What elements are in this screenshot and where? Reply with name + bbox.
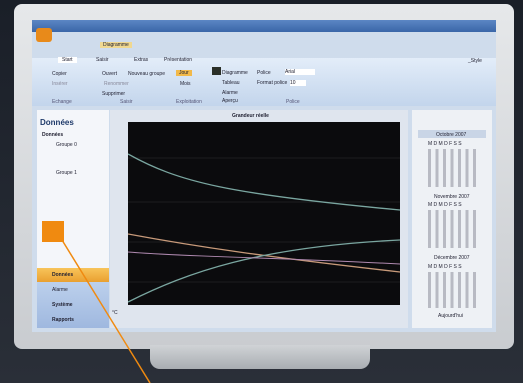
ribbon-button[interactable]: Nouveau groupe <box>128 71 165 77</box>
ribbon-button[interactable]: Renommer <box>104 81 129 87</box>
calendar-header <box>418 130 486 138</box>
plot-lines <box>128 153 400 303</box>
callout-square <box>42 221 64 242</box>
nav-button[interactable]: Système <box>52 302 73 308</box>
ribbon-button[interactable]: Tableau <box>222 80 240 86</box>
ribbon-button[interactable]: Alarme <box>222 90 238 96</box>
ribbon-button[interactable]: Format police <box>257 80 288 86</box>
calendar-weekdays: M D M D F S S <box>428 141 462 147</box>
ribbon-button[interactable]: Ouvert <box>102 71 118 77</box>
nav-button[interactable]: Données <box>52 272 74 278</box>
window-tab[interactable]: Diagramme <box>100 42 132 48</box>
size-field[interactable]: 10 <box>290 80 306 86</box>
ribbon-button[interactable]: Insérer <box>52 81 68 87</box>
style-menu[interactable]: _Style <box>468 58 482 64</box>
title-bar <box>32 20 496 32</box>
calendar-weekdays: M D M D F S S <box>428 202 462 208</box>
calendar-days <box>428 272 480 308</box>
curve <box>128 233 400 273</box>
curve <box>128 239 400 303</box>
monitor-stand <box>150 345 370 369</box>
curve <box>128 251 400 265</box>
plot-area <box>128 122 400 305</box>
chart-icon <box>212 67 221 75</box>
app-icon <box>36 28 52 42</box>
ribbon-button[interactable]: Police <box>257 70 271 76</box>
ribbon-tab[interactable]: Extras <box>134 57 149 63</box>
nav-active <box>37 268 109 282</box>
ribbon-tab[interactable]: Start <box>58 57 77 63</box>
plot-unit: °C <box>112 310 118 316</box>
nav-button[interactable]: Alarme <box>52 287 68 293</box>
calendar-month: Décembre 2007 <box>434 255 470 261</box>
tree-title: Données <box>42 132 64 138</box>
sidebar-title: Données <box>40 118 74 127</box>
ribbon-button[interactable]: Supprimer <box>102 91 126 97</box>
calendar-weekdays: M D M D F S S <box>428 264 462 270</box>
calendar-days <box>428 210 480 248</box>
calendar-panel <box>412 110 492 328</box>
today-button[interactable]: Aujourd'hui <box>438 313 463 319</box>
ribbon-button[interactable]: Mois <box>180 81 191 87</box>
calendar-days <box>428 149 480 187</box>
tree-group[interactable]: Groupe 1 <box>56 170 77 176</box>
calendar-month: Octobre 2007 <box>436 132 467 138</box>
ribbon-button[interactable]: Jour <box>176 70 192 76</box>
ribbon-button[interactable]: Diagramme <box>222 70 248 76</box>
ribbon-group: Police <box>286 99 300 105</box>
calendar-month: Novembre 2007 <box>434 194 470 200</box>
ribbon-button[interactable]: Aperçu <box>222 98 238 104</box>
font-field[interactable]: Arial <box>285 69 315 75</box>
nav-button[interactable]: Rapports <box>52 317 74 323</box>
curve <box>128 153 400 211</box>
ribbon-tab[interactable]: Saisir <box>96 57 109 63</box>
plot-title: Grandeur réelle <box>232 113 269 119</box>
tree-group[interactable]: Groupe 0 <box>56 142 77 148</box>
ribbon-tab[interactable]: Présentation <box>164 57 193 63</box>
ribbon-button[interactable]: Copier <box>52 71 67 77</box>
nav-bg <box>37 282 109 328</box>
ribbon-group: Echange <box>52 99 72 105</box>
ribbon <box>32 58 496 106</box>
ribbon-group: Exploitation <box>176 99 202 105</box>
ribbon-group: Saisir <box>120 99 133 105</box>
